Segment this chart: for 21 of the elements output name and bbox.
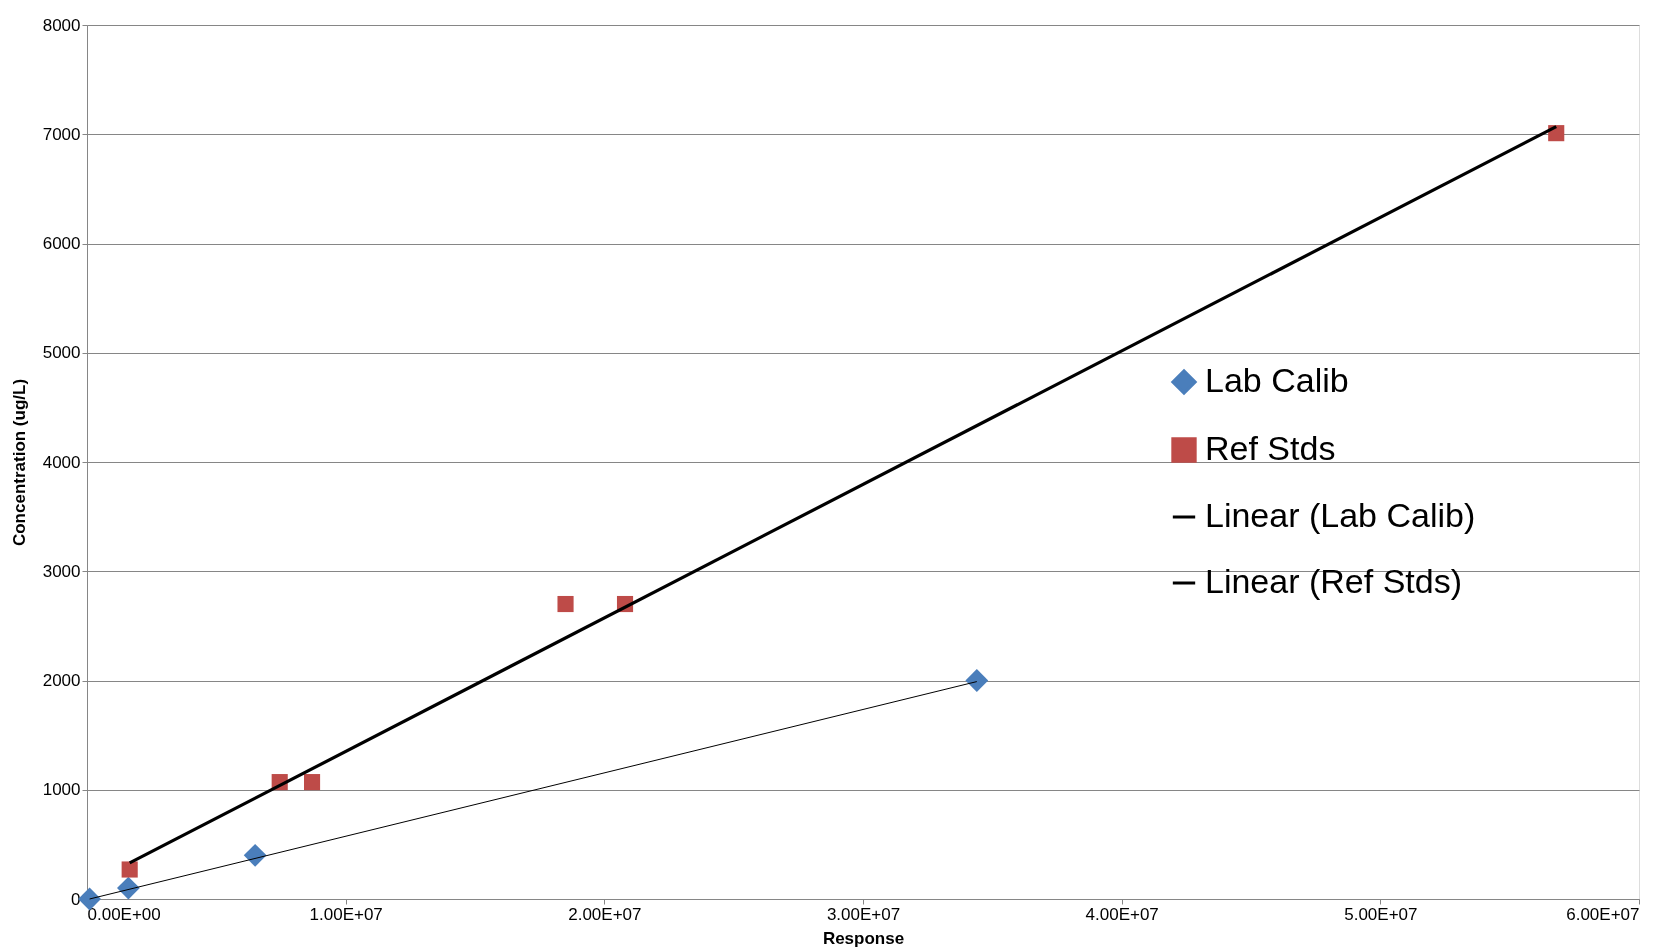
y-tick-label: 3000 [42,561,81,581]
x-tick-label: 2.00E+07 [568,904,642,924]
x-axis-title: Response [822,928,905,948]
legend-label: Linear (Ref Stds) [1205,562,1462,600]
x-tick-label: 5.00E+07 [1344,904,1418,924]
y-tick-label: 7000 [42,124,81,144]
legend-label: Ref Stds [1205,429,1336,467]
y-tick-label: 2000 [42,671,81,690]
x-tick-label: 3.00E+07 [826,904,901,924]
x-tick-label: 1.00E+07 [309,904,383,924]
legend-label: Lab Calib [1205,361,1349,399]
y-tick-label: 1000 [42,780,81,800]
x-tick-label: 6.00E+07 [1566,904,1640,924]
legend-label: Linear (Lab Calib) [1205,496,1476,534]
y-tick-label: 5000 [42,343,81,363]
y-tick-label: 8000 [42,15,81,35]
y-axis-title: Concentration (ug/L) [9,378,29,547]
y-tick-label: 6000 [42,234,81,253]
x-tick-label: 0.00E+00 [87,904,161,924]
x-tick-label: 4.00E+07 [1085,904,1159,924]
y-tick-label: 4000 [42,452,81,472]
